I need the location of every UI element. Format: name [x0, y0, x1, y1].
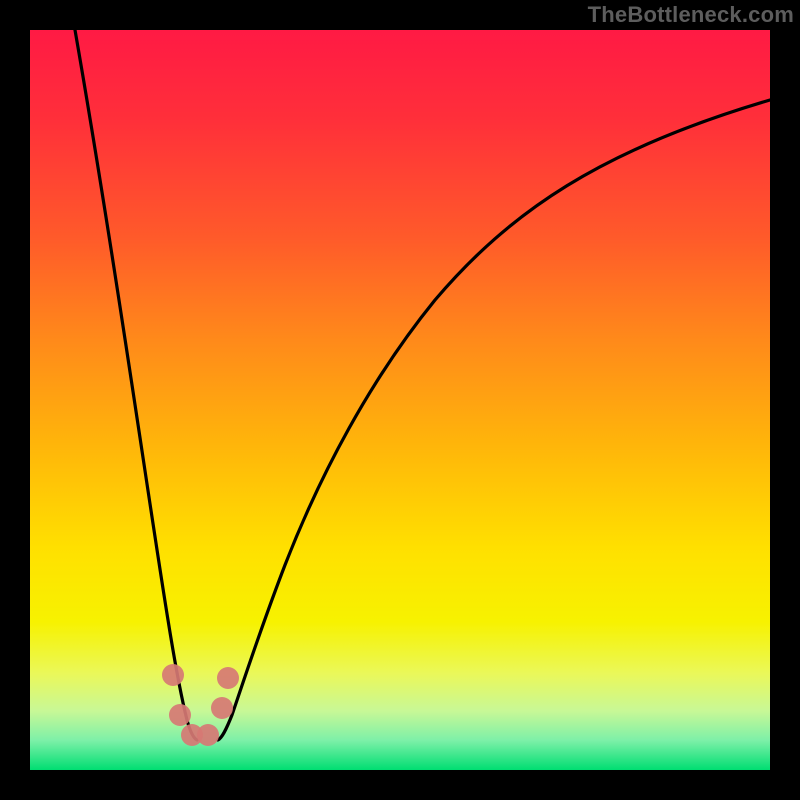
chart-svg — [0, 0, 800, 800]
marker-point — [162, 664, 184, 686]
watermark-label: TheBottleneck.com — [588, 2, 794, 28]
marker-point — [169, 704, 191, 726]
gradient-background — [30, 30, 770, 770]
chart-container: TheBottleneck.com — [0, 0, 800, 800]
marker-point — [217, 667, 239, 689]
marker-point — [211, 697, 233, 719]
marker-point — [197, 724, 219, 746]
